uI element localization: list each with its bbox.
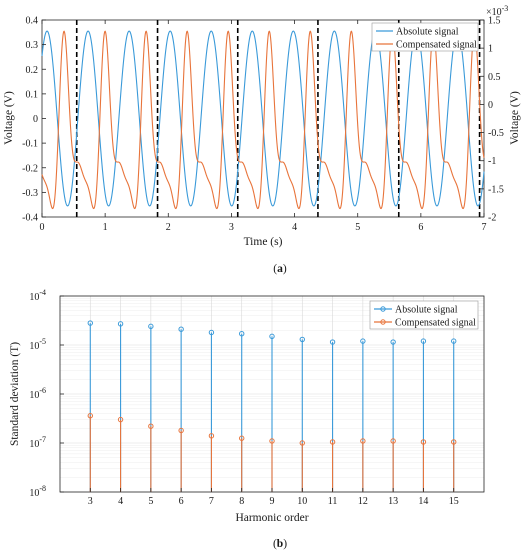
x-tick-label-7: 7 [482,222,487,233]
x-tick-label-3: 3 [88,496,93,507]
panel-a-legend: Absolute signal Compensated signal [371,22,479,52]
y-right-tick-label-0.5: 0.5 [488,72,501,83]
y-left-tick-label-0: 0 [33,114,38,125]
panel-a-y-ticks-left: -0.4 -0.3 -0.2 -0.1 0 0.1 0.2 0.3 0.4 [22,16,46,224]
absolute-marker-5 [148,323,154,330]
panel-b-legend-box [369,300,479,330]
y-left-tick-label--0.4: -0.4 [22,213,38,224]
compensated-marker-5 [148,423,154,429]
panel-a-right-axis-exponent: ×10-3 [486,4,508,18]
y-right-tick-label--2: -2 [488,213,496,224]
x-tick-label-7: 7 [209,496,214,507]
compensated-marker-10 [299,440,305,446]
absolute-marker-4 [117,321,124,327]
x-tick-label-9: 9 [270,496,275,507]
x-tick-label-3: 3 [229,222,234,233]
absolute-marker-15 [451,338,457,344]
x-tick-label-6: 6 [418,222,423,233]
panel-b-stems [87,320,457,492]
y-tick-label--5: 10-5 [29,337,46,352]
panel-a-caption: (a) [273,263,287,275]
legend-b-absolute-label: Absolute signal [395,305,458,316]
absolute-marker-3 [87,320,93,326]
panel-b-x-axis-label: Harmonic order [235,512,308,524]
panel-b-legend: Absolute signal Compensated signal [369,300,479,330]
absolute-marker-12 [360,338,366,344]
y-right-tick-label--1.5: -1.5 [488,184,504,195]
legend-absolute-label: Absolute signal [396,27,459,38]
compensated-marker-13 [390,438,396,444]
absolute-marker-10 [299,336,305,343]
legend-b-compensated-marker [380,319,386,325]
x-tick-label-4: 4 [292,222,297,233]
compensated-marker-15 [451,439,457,445]
panel-a-y-axis-label-right: Voltage (V) [509,91,521,145]
panel-a-y-axis-label-left: Voltage (V) [3,91,15,145]
y-left-tick-label-0.1: 0.1 [26,89,39,100]
y-tick-label--7: 10-7 [29,435,46,450]
x-tick-label-4: 4 [118,496,123,507]
y-right-tick-label-0: 0 [488,100,493,111]
x-tick-label-15: 15 [449,496,459,507]
y-left-tick-label--0.3: -0.3 [22,188,38,199]
y-tick-label--4: 10-4 [29,288,46,303]
absolute-marker-7 [208,329,215,336]
absolute-marker-6 [178,326,184,332]
panel-a-y-ticks-right: -2 -1.5 -1 -0.5 0 0.5 1 1.5 [480,16,504,224]
panel-a-x-ticks: 0 1 2 3 4 5 6 7 [40,20,487,233]
absolute-marker-8 [239,331,245,337]
panel-b-y-ticks: 10-8 10-7 10-6 10-5 10-4 [29,288,64,499]
x-tick-label-14: 14 [418,496,428,507]
legend-compensated-label: Compensated signal [396,40,477,51]
absolute-marker-11 [329,339,336,345]
panel-b-harmonic-chart: 3 4 5 6 7 8 9 10 11 12 13 14 15 10-8 10-7 10-6 10-5 10-4… [9,288,485,550]
compensated-marker-8 [239,435,245,441]
x-tick-label-0: 0 [40,222,45,233]
compensated-marker-11 [329,439,336,445]
absolute-marker-9 [269,333,275,340]
compensated-marker-7 [208,433,215,439]
panel-a-dashed-markers [75,20,481,217]
compensated-marker-12 [360,438,366,444]
x-tick-label-8: 8 [239,496,244,507]
x-tick-label-13: 13 [388,496,398,507]
panel-b-y-axis-label: Standard deviation (T) [9,342,21,446]
y-left-tick-label-0.2: 0.2 [26,65,39,76]
x-tick-label-5: 5 [355,222,360,233]
compensated-marker-14 [420,439,427,445]
panel-b-caption: (b) [273,538,287,550]
panel-a-legend-box [371,22,479,52]
y-left-tick-label--0.2: -0.2 [22,163,38,174]
x-tick-label-2: 2 [166,222,171,233]
legend-b-compensated-label: Compensated signal [395,318,476,329]
compensated-marker-9 [269,438,275,444]
y-right-tick-label--1: -1 [488,156,496,167]
x-tick-label-1: 1 [103,222,108,233]
compensated-marker-6 [178,427,184,434]
compensated-marker-4 [117,416,124,423]
absolute-marker-13 [390,339,396,345]
panel-a-x-axis-label: Time (s) [244,236,283,248]
x-tick-label-12: 12 [358,496,368,507]
y-right-tick-label--0.5: -0.5 [488,128,504,139]
panel-b-x-ticks: 3 4 5 6 7 8 9 10 11 12 13 14 15 [88,488,459,507]
y-left-tick-label-0.4: 0.4 [26,16,39,27]
x-tick-label-11: 11 [328,496,338,507]
y-right-tick-label-1.5: 1.5 [488,16,501,27]
legend-b-absolute-marker [380,306,386,312]
y-tick-label--6: 10-6 [29,386,46,401]
absolute-marker-14 [420,338,427,344]
x-tick-label-10: 10 [297,496,307,507]
y-left-tick-label-0.3: 0.3 [26,40,39,51]
x-tick-label-5: 5 [148,496,153,507]
x-tick-label-6: 6 [179,496,184,507]
compensated-marker-3 [87,413,93,419]
y-right-tick-label-1: 1 [488,44,493,55]
panel-a-voltage-chart: 0 1 2 3 4 5 6 7 -0.4 -0.3 -0.2 -0.1 0 0.1 0.2 0.3 0.4 -… [3,4,521,275]
y-left-tick-label--0.1: -0.1 [22,139,38,150]
y-tick-label--8: 10-8 [29,484,46,499]
compensated-signal-line [41,30,485,210]
